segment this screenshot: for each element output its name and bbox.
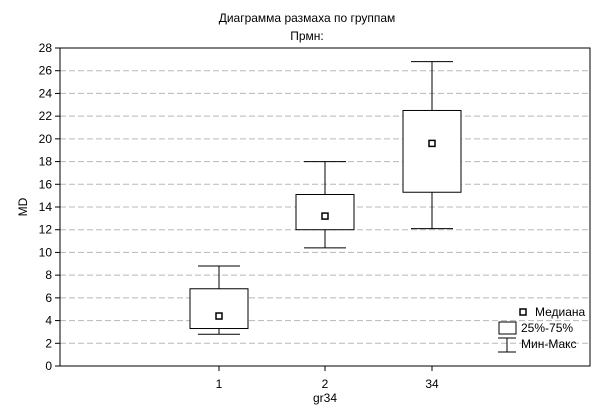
iqr-box bbox=[295, 194, 355, 231]
legend-whisker-label: Мин-Макс bbox=[521, 337, 577, 351]
box-group bbox=[189, 265, 249, 335]
x-axis-label: gr34 bbox=[313, 391, 337, 405]
y-tick-label: 6 bbox=[45, 291, 52, 305]
y-tick-label: 28 bbox=[39, 41, 53, 55]
x-tick-label: 1 bbox=[216, 377, 223, 391]
y-axis-label: MD bbox=[16, 197, 30, 216]
median-marker bbox=[321, 212, 329, 220]
y-tick-label: 8 bbox=[45, 268, 52, 282]
y-tick-label: 24 bbox=[39, 86, 53, 100]
iqr-box bbox=[402, 109, 462, 193]
y-tick-label: 20 bbox=[39, 132, 53, 146]
legend: Медиана 25%-75% Мин-Макс bbox=[498, 305, 586, 353]
y-tick-label: 18 bbox=[39, 155, 53, 169]
legend-median-label: Медиана bbox=[535, 305, 586, 319]
y-tick-label: 10 bbox=[39, 245, 53, 259]
box-group bbox=[402, 61, 462, 230]
iqr-box bbox=[189, 288, 249, 330]
y-tick-label: 22 bbox=[39, 109, 53, 123]
y-tick-label: 12 bbox=[39, 223, 53, 237]
legend-box-label: 25%-75% bbox=[521, 321, 573, 335]
chart-title: Диаграмма размаха по группам bbox=[219, 11, 396, 25]
x-axis: 1 2 34 bbox=[216, 366, 439, 391]
y-tick-label: 26 bbox=[39, 64, 53, 78]
x-tick-label: 2 bbox=[322, 377, 329, 391]
box-group bbox=[295, 161, 355, 249]
y-tick-label: 2 bbox=[45, 336, 52, 350]
y-tick-label: 16 bbox=[39, 177, 53, 191]
y-tick-label: 0 bbox=[45, 359, 52, 373]
x-tick-label: 34 bbox=[425, 377, 439, 391]
y-tick-label: 4 bbox=[45, 314, 52, 328]
legend-box-marker bbox=[498, 321, 517, 335]
median-marker bbox=[215, 312, 223, 320]
legend-median-marker bbox=[519, 308, 527, 316]
chart-subtitle: Прмн: bbox=[290, 29, 324, 43]
median-marker bbox=[428, 139, 436, 148]
box-series bbox=[189, 61, 462, 335]
y-tick-label: 14 bbox=[39, 200, 53, 214]
